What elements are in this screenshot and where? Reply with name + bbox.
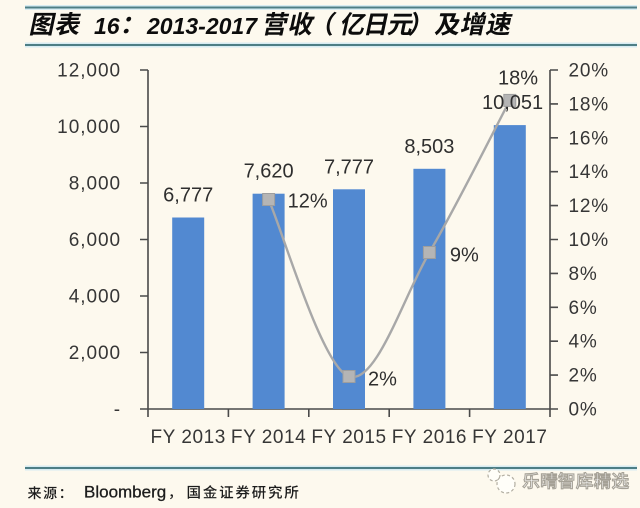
svg-text:FY 2016: FY 2016 [392,427,467,448]
svg-text:10,051: 10,051 [482,92,543,114]
svg-text:FY 2013: FY 2013 [151,427,226,448]
svg-text:-: - [114,400,121,421]
svg-text:Bloomberg: Bloomberg [84,483,166,502]
svg-text:2%: 2% [368,369,397,391]
svg-text:4%: 4% [569,332,598,353]
svg-text:2%: 2% [569,366,598,387]
svg-text:6%: 6% [569,298,598,319]
svg-text:8%: 8% [569,264,598,285]
svg-text:4,000: 4,000 [69,287,121,308]
svg-text:16: 16 [94,13,120,39]
svg-text:12%: 12% [288,191,328,213]
svg-text:7,620: 7,620 [244,161,294,183]
svg-text:10%: 10% [569,230,609,251]
svg-text:20%: 20% [569,61,609,82]
svg-text:10,000: 10,000 [57,117,121,138]
svg-text:2,000: 2,000 [69,343,121,364]
svg-text:8,503: 8,503 [404,136,454,158]
svg-text:12%: 12% [569,196,609,217]
svg-text:9%: 9% [450,245,479,267]
svg-text:8,000: 8,000 [69,174,121,195]
svg-text:2013-2017: 2013-2017 [146,13,258,39]
svg-text:0%: 0% [569,400,598,421]
svg-text:6,777: 6,777 [163,185,213,207]
svg-text:18%: 18% [498,67,538,89]
svg-text:12,000: 12,000 [57,61,121,82]
svg-text:16%: 16% [569,128,609,149]
svg-text:7,777: 7,777 [324,156,374,178]
svg-text:FY 2014: FY 2014 [231,427,306,448]
svg-text:FY 2017: FY 2017 [472,427,547,448]
svg-text:14%: 14% [569,162,609,183]
svg-text:18%: 18% [569,94,609,115]
svg-text:6,000: 6,000 [69,230,121,251]
svg-text:FY 2015: FY 2015 [311,427,386,448]
